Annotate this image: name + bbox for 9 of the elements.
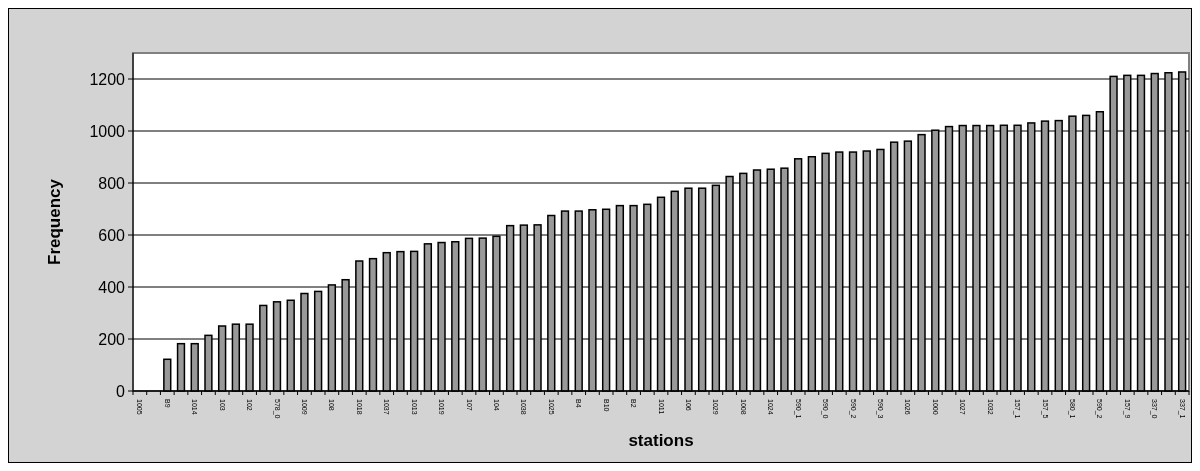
- y-tick-label: 400: [98, 278, 126, 296]
- y-tick-label: 1000: [89, 122, 126, 140]
- y-tick-label: 200: [98, 330, 126, 348]
- y-axis-title: Frequency: [45, 178, 64, 265]
- y-tick-label: 800: [98, 174, 126, 192]
- y-tick-label: 600: [98, 226, 126, 244]
- y-tick-label: 1200: [89, 70, 126, 88]
- y-tick-label: 0: [116, 382, 126, 400]
- x-axis-title: stations: [628, 431, 694, 450]
